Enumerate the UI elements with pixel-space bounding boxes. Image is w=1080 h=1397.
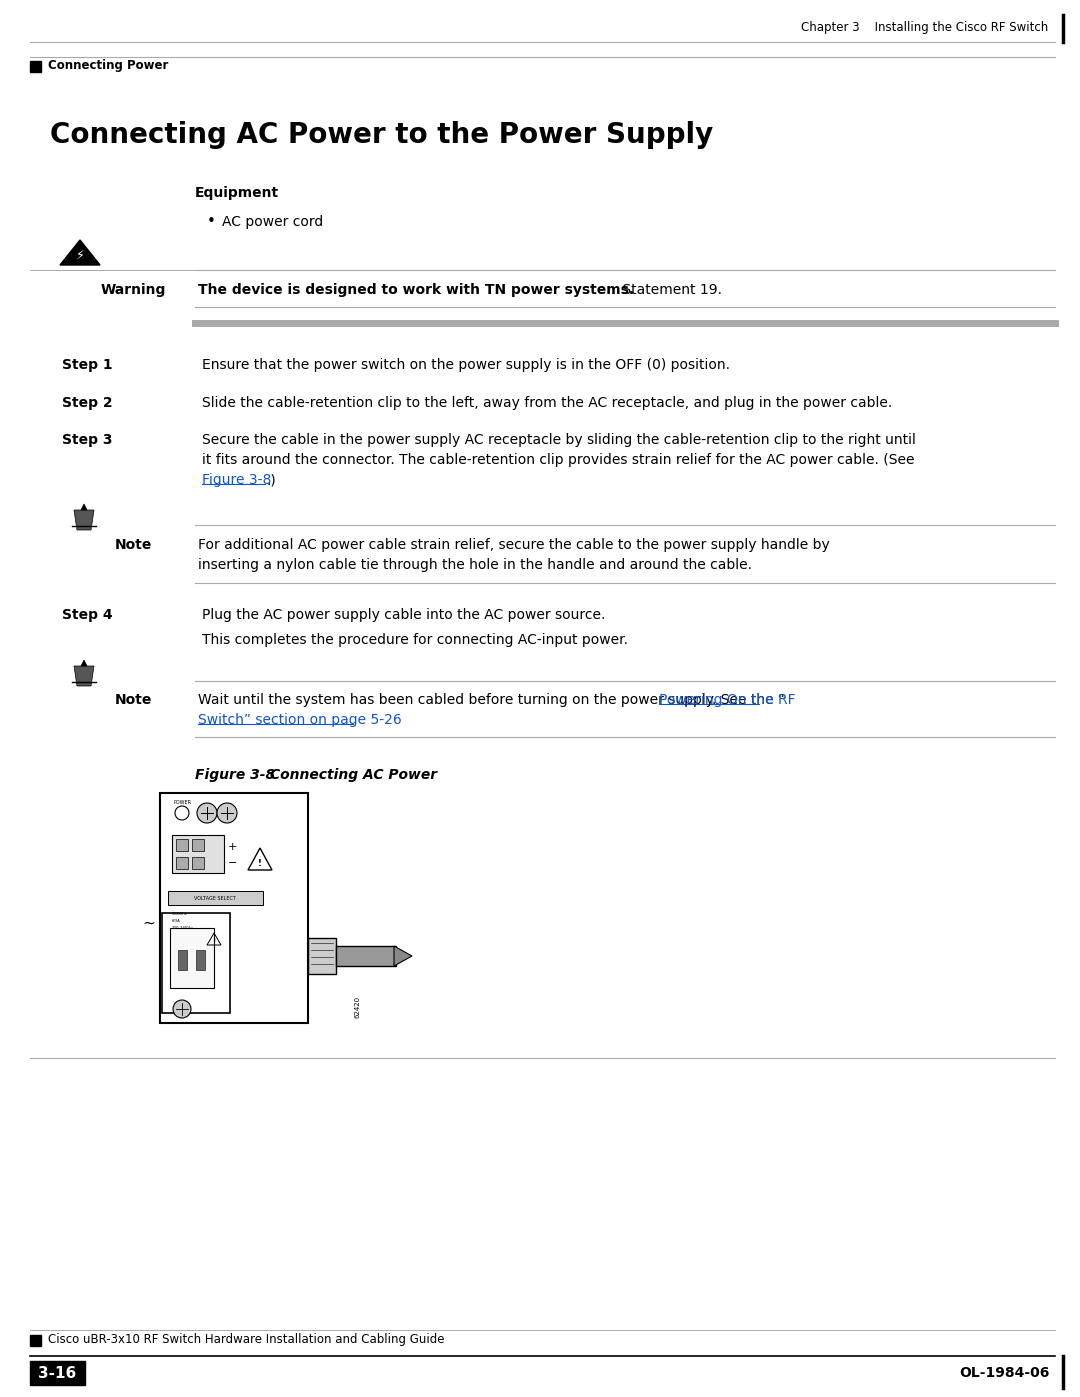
Circle shape [217, 803, 237, 823]
Text: Plug the AC power supply cable into the AC power source.: Plug the AC power supply cable into the … [202, 608, 606, 622]
Text: Figure 3-8: Figure 3-8 [195, 768, 275, 782]
Polygon shape [81, 659, 87, 666]
Text: Chapter 3    Installing the Cisco RF Switch: Chapter 3 Installing the Cisco RF Switch [800, 21, 1048, 35]
Text: !: ! [258, 859, 262, 869]
Text: Slide the cable-retention clip to the left, away from the AC receptacle, and plu: Slide the cable-retention clip to the le… [202, 395, 892, 409]
Bar [195, 950, 205, 970]
Text: OL-1984-06: OL-1984-06 [960, 1366, 1050, 1380]
Text: 3-16: 3-16 [38, 1365, 76, 1380]
Text: POWER: POWER [173, 799, 191, 805]
Text: 62420: 62420 [355, 996, 361, 1018]
Text: Note: Note [114, 693, 151, 707]
Text: Connecting AC Power: Connecting AC Power [270, 768, 437, 782]
Bar [172, 835, 224, 873]
Bar [162, 914, 230, 1013]
Text: Warning: Warning [100, 284, 165, 298]
Text: Step 3: Step 3 [63, 433, 113, 447]
Text: Wait until the system has been cabled before turning on the power supply. See th: Wait until the system has been cabled be… [198, 693, 785, 707]
Text: Step 2: Step 2 [63, 395, 113, 409]
Polygon shape [75, 510, 94, 529]
Text: Powering On the RF: Powering On the RF [659, 693, 795, 707]
Text: 50/60Hz: 50/60Hz [172, 912, 188, 916]
Bar [176, 840, 188, 851]
Text: it fits around the connector. The cable-retention clip provides strain relief fo: it fits around the connector. The cable-… [202, 453, 915, 467]
Text: inserting a nylon cable tie through the hole in the handle and around the cable.: inserting a nylon cable tie through the … [198, 557, 752, 571]
Text: The device is designed to work with TN power systems.: The device is designed to work with TN p… [198, 284, 634, 298]
Bar [30, 1361, 85, 1384]
Text: Step 4: Step 4 [63, 608, 113, 622]
Text: ⚡: ⚡ [76, 249, 84, 261]
Text: For additional AC power cable strain relief, secure the cable to the power suppl: For additional AC power cable strain rel… [198, 538, 829, 552]
Bar [192, 840, 204, 851]
Bar [30, 61, 41, 73]
Text: Figure 3-8: Figure 3-8 [202, 474, 271, 488]
Text: Cisco uBR-3x10 RF Switch Hardware Installation and Cabling Guide: Cisco uBR-3x10 RF Switch Hardware Instal… [48, 1333, 445, 1345]
Bar [176, 856, 188, 869]
Bar [178, 950, 187, 970]
Text: •: • [207, 215, 216, 229]
Polygon shape [60, 240, 100, 265]
Text: +: + [228, 842, 238, 852]
Text: Equipment: Equipment [195, 186, 279, 200]
Polygon shape [394, 946, 411, 965]
Text: 100-240V~: 100-240V~ [172, 926, 194, 930]
Bar [192, 856, 204, 869]
Text: VOLTAGE SELECT: VOLTAGE SELECT [194, 895, 235, 901]
Bar [336, 946, 396, 965]
Text: This completes the procedure for connecting AC-input power.: This completes the procedure for connect… [202, 633, 627, 647]
Text: !: ! [213, 939, 215, 943]
Polygon shape [75, 666, 94, 686]
Bar [160, 793, 308, 1023]
Bar [170, 928, 214, 988]
Bar [168, 891, 264, 905]
Bar [30, 1336, 41, 1345]
Text: Statement 19.: Statement 19. [618, 284, 723, 298]
Text: AC power cord: AC power cord [222, 215, 323, 229]
Text: 6/3A: 6/3A [172, 919, 180, 923]
Text: ~: ~ [143, 915, 156, 930]
Text: Switch” section on page 5-26: Switch” section on page 5-26 [198, 712, 402, 726]
Text: Secure the cable in the power supply AC receptacle by sliding the cable-retentio: Secure the cable in the power supply AC … [202, 433, 916, 447]
Text: Ensure that the power switch on the power supply is in the OFF (0) position.: Ensure that the power switch on the powe… [202, 358, 730, 372]
Text: Connecting Power: Connecting Power [48, 59, 168, 71]
Text: Connecting AC Power to the Power Supply: Connecting AC Power to the Power Supply [50, 122, 713, 149]
Circle shape [173, 1000, 191, 1018]
Polygon shape [81, 504, 87, 510]
Text: .): .) [267, 474, 276, 488]
Circle shape [175, 806, 189, 820]
Text: Note: Note [114, 538, 151, 552]
Circle shape [197, 803, 217, 823]
Bar [308, 937, 336, 974]
Text: −: − [228, 858, 238, 868]
Text: Step 1: Step 1 [63, 358, 113, 372]
